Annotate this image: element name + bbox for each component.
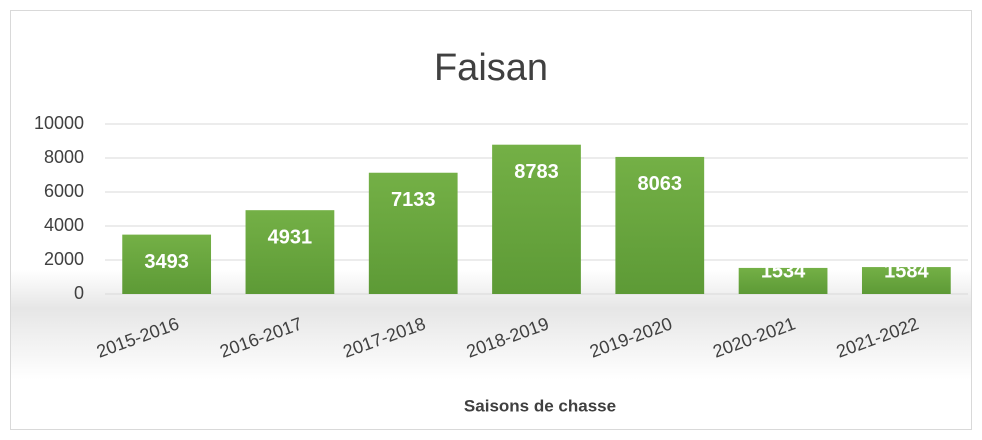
data-label: 8063 bbox=[638, 173, 683, 195]
data-label: 3493 bbox=[144, 251, 189, 273]
bar bbox=[122, 234, 212, 294]
bar bbox=[368, 172, 458, 294]
bar bbox=[738, 267, 828, 294]
data-label: 1584 bbox=[884, 260, 929, 282]
y-tick-label: 10000 bbox=[34, 113, 84, 133]
data-label: 1534 bbox=[761, 260, 806, 282]
y-tick-label: 2000 bbox=[44, 249, 84, 269]
bar bbox=[861, 267, 951, 294]
bar bbox=[492, 144, 581, 294]
data-label: 7133 bbox=[391, 189, 436, 211]
bar bbox=[615, 156, 705, 294]
x-axis-label: Saisons de chasse bbox=[464, 396, 616, 415]
y-tick-label: 8000 bbox=[44, 147, 84, 167]
bar bbox=[245, 210, 335, 294]
data-label: 8783 bbox=[514, 161, 559, 183]
y-tick-label: 6000 bbox=[44, 181, 84, 201]
y-tick-label: 0 bbox=[74, 283, 84, 303]
chart-title: Faisan bbox=[434, 47, 548, 89]
y-tick-label: 4000 bbox=[44, 215, 84, 235]
data-label: 4931 bbox=[268, 226, 313, 248]
